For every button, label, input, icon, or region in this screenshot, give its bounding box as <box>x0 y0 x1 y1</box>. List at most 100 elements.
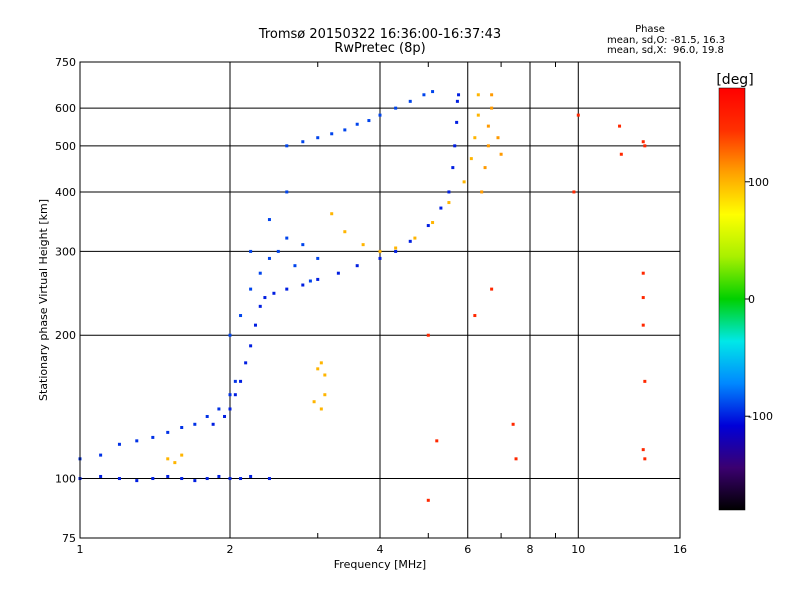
x-tick-label: 2 <box>227 543 234 556</box>
data-point <box>316 256 320 260</box>
data-point <box>486 124 490 128</box>
data-point <box>431 90 435 94</box>
x-tick-label: 8 <box>527 543 534 556</box>
y-tick-label: 500 <box>55 140 76 153</box>
data-point <box>426 224 430 228</box>
data-point <box>576 113 580 117</box>
data-point <box>267 256 271 260</box>
data-point <box>276 249 280 253</box>
data-point <box>316 367 320 371</box>
data-point <box>319 407 323 411</box>
data-point <box>312 400 316 404</box>
data-point <box>394 246 398 250</box>
data-point <box>473 136 477 140</box>
data-point <box>233 393 237 397</box>
data-point <box>447 201 451 205</box>
colorbar-tick-label: 0 <box>748 293 755 306</box>
data-point <box>378 249 382 253</box>
data-point <box>408 239 412 243</box>
data-point <box>301 243 305 247</box>
y-tick-label: 750 <box>55 56 76 69</box>
data-point <box>511 422 515 426</box>
data-point <box>330 212 334 216</box>
data-point <box>244 361 248 365</box>
phase-info-title: Phase <box>635 24 665 35</box>
y-tick-label: 300 <box>55 245 76 258</box>
x-tick-label: 16 <box>673 543 687 556</box>
grid-lines <box>80 62 680 538</box>
data-point <box>476 93 480 97</box>
phase-info-x-mode: mean, sd,X: 96.0, 19.8 <box>607 45 724 56</box>
data-point <box>490 93 494 97</box>
data-point <box>263 296 267 300</box>
data-point <box>473 314 477 318</box>
data-point <box>249 344 253 348</box>
data-point <box>343 128 347 132</box>
data-point <box>285 236 289 240</box>
plot-frame <box>79 61 681 539</box>
data-point <box>336 271 340 275</box>
phase-info-o-mode: mean, sd,O: -81.5, 16.3 <box>607 35 726 46</box>
chart-title: Tromsø 20150322 16:36:00-16:37:43 <box>258 27 502 42</box>
x-tick-label: 10 <box>571 543 585 556</box>
colorbar-tick-label: -100 <box>748 410 773 423</box>
data-point <box>205 477 209 481</box>
data-point <box>272 291 276 295</box>
data-point <box>447 190 451 194</box>
data-point <box>239 477 243 481</box>
data-point <box>285 190 289 194</box>
data-point <box>330 132 334 136</box>
data-point <box>451 166 455 170</box>
colorbar-ticks: 100 0 -100 <box>745 176 773 423</box>
data-point <box>426 333 430 337</box>
data-point <box>496 136 500 140</box>
data-point <box>228 407 232 411</box>
data-point <box>641 448 645 452</box>
data-point <box>228 393 232 397</box>
data-point <box>285 144 289 148</box>
data-point <box>217 474 221 478</box>
data-point <box>301 283 305 287</box>
data-points <box>78 90 647 502</box>
data-point <box>426 498 430 502</box>
colorbar-tick-label: 100 <box>748 176 769 189</box>
data-point <box>361 243 365 247</box>
data-point <box>480 190 484 194</box>
y-tick-label: 400 <box>55 186 76 199</box>
data-point <box>355 122 359 126</box>
data-point <box>431 221 435 225</box>
data-point <box>643 379 647 383</box>
data-point <box>316 277 320 281</box>
data-point <box>180 477 184 481</box>
x-axis-ticks: 1 2 4 6 8 10 16 <box>77 543 688 556</box>
colorbar <box>718 87 746 511</box>
data-point <box>249 474 253 478</box>
data-point <box>99 453 103 457</box>
data-point <box>117 477 121 481</box>
data-point <box>316 136 320 140</box>
data-point <box>641 323 645 327</box>
data-point <box>435 439 439 443</box>
x-tick-label: 4 <box>377 543 384 556</box>
data-point <box>205 414 209 418</box>
data-point <box>483 166 487 170</box>
data-point <box>267 218 271 222</box>
y-axis-label: Stationary phase Virtual Height [km] <box>37 199 50 401</box>
data-point <box>618 124 622 128</box>
data-point <box>453 144 457 148</box>
data-point <box>455 99 459 103</box>
data-point <box>173 461 177 465</box>
data-point <box>117 442 121 446</box>
data-point <box>258 304 262 308</box>
data-point <box>641 296 645 300</box>
data-point <box>641 140 645 144</box>
data-point <box>319 361 323 365</box>
data-point <box>457 93 461 97</box>
data-point <box>293 264 297 268</box>
data-point <box>343 230 347 234</box>
data-point <box>394 106 398 110</box>
data-point <box>180 425 184 429</box>
data-point <box>486 144 490 148</box>
x-tick-label: 1 <box>77 543 84 556</box>
